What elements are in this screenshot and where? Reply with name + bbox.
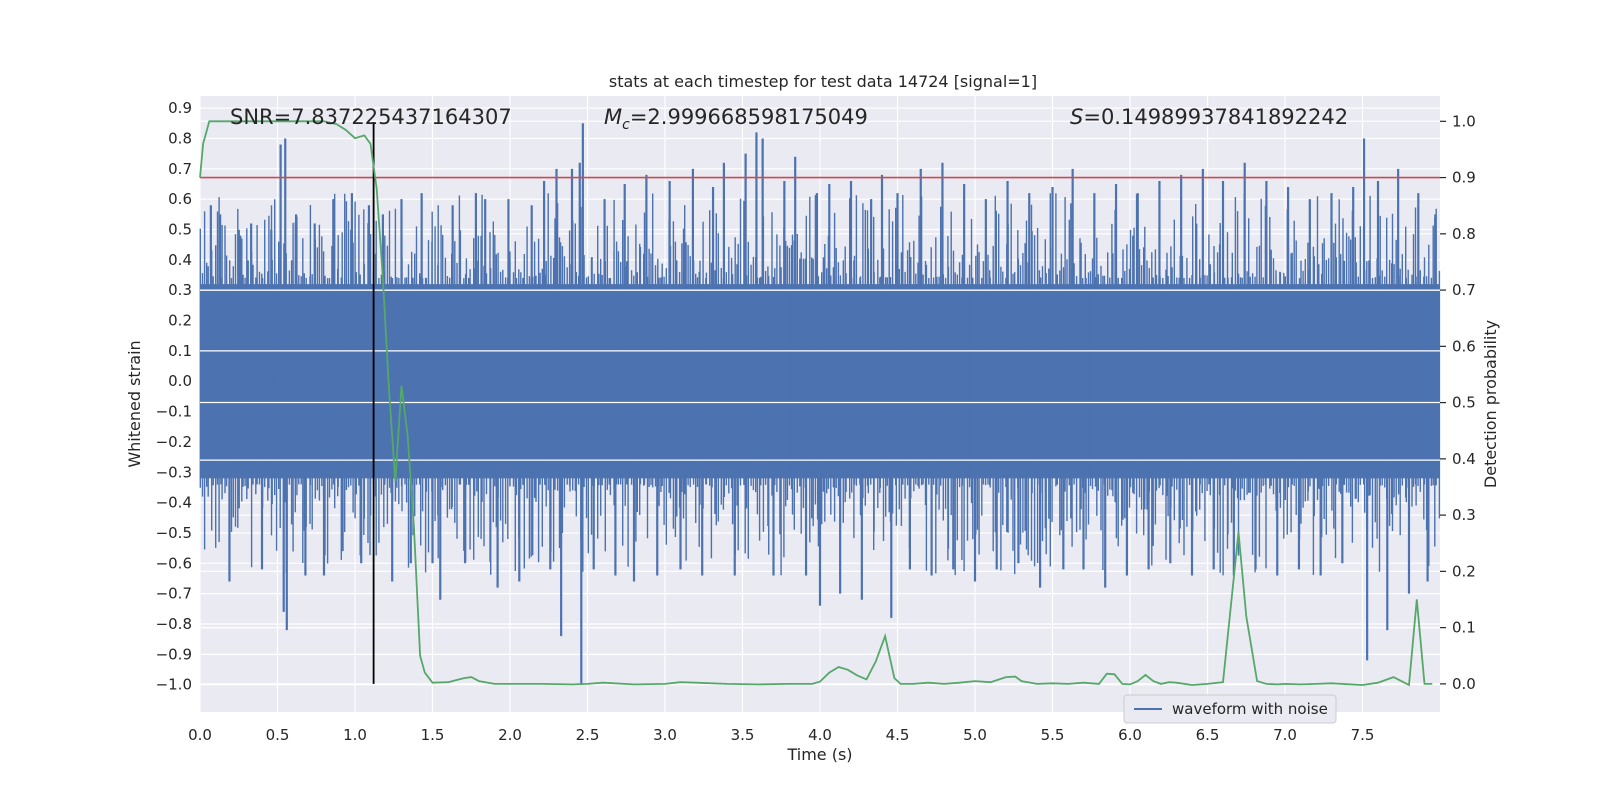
y-tick-label: 0.2 (168, 312, 192, 330)
overlay-lines (199, 120, 1440, 687)
y-tick-label: 0.4 (168, 251, 192, 269)
y-tick-label: 0.3 (168, 281, 192, 299)
x-tick-label: 4.5 (886, 726, 910, 744)
y-tick-label: 0.1 (168, 342, 192, 360)
chirp-mass-value: =2.999668598175049 (630, 105, 868, 129)
x-axis-ticks: 0.0 0.5 1.0 1.5 2.0 2.5 3.0 3.5 4.0 4.5 5.0 5.5 6.0 6… (188, 726, 1374, 744)
y-tick-label: −0.9 (156, 645, 192, 663)
x-tick-label: 3.0 (653, 726, 677, 744)
y-tick-label: 0.0 (168, 372, 192, 390)
x-tick-label: 3.5 (731, 726, 755, 744)
y-tick-label: 0.9 (168, 99, 192, 117)
x-tick-label: 2.0 (498, 726, 522, 744)
x-tick-label: 7.0 (1273, 726, 1297, 744)
y2-tick-label: 0.8 (1452, 225, 1476, 243)
s-value: =0.14989937841892242 (1083, 105, 1348, 129)
x-tick-label: 7.5 (1351, 726, 1375, 744)
y2-tick-label: 1.0 (1452, 112, 1476, 130)
s-symbol: S (1070, 105, 1083, 129)
chirp-mass-annotation: Mc=2.999668598175049 (604, 105, 868, 133)
legend: waveform with noise (1123, 694, 1337, 724)
y2-tick-label: 0.5 (1452, 394, 1476, 412)
y-tick-label: −0.7 (156, 585, 192, 603)
y-tick-label: −1.0 (156, 676, 192, 694)
y-tick-label: 0.8 (168, 129, 192, 147)
y-tick-label: −0.3 (156, 463, 192, 481)
x-tick-label: 2.5 (576, 726, 600, 744)
y2-tick-label: 0.2 (1452, 562, 1476, 580)
y-tick-label: −0.5 (156, 524, 192, 542)
y-tick-label: −0.2 (156, 433, 192, 451)
x-tick-label: 0.0 (188, 726, 212, 744)
legend-box (1123, 694, 1337, 724)
y2-tick-label: 0.0 (1452, 675, 1476, 693)
probability-line (199, 120, 1433, 687)
y-tick-label: −0.4 (156, 494, 192, 512)
x-tick-label: 0.5 (266, 726, 290, 744)
y-tick-label: 0.7 (168, 160, 192, 178)
x-tick-label: 5.5 (1041, 726, 1065, 744)
y-axis-label: Whitened strain (125, 340, 144, 467)
x-tick-label: 4.0 (808, 726, 832, 744)
y2-axis-ticks: 1.0 0.9 0.8 0.7 0.6 0.5 0.4 0.3 0.2 0.1 0.0 (1440, 112, 1476, 693)
x-tick-label: 6.0 (1118, 726, 1142, 744)
x-tick-label: 5.0 (963, 726, 987, 744)
x-axis-label: Time (s) (786, 745, 852, 764)
x-tick-label: 1.5 (421, 726, 445, 744)
y-tick-label: −0.6 (156, 554, 192, 572)
s-annotation: S=0.14989937841892242 (1070, 105, 1348, 129)
legend-label: waveform with noise (1172, 700, 1328, 718)
x-tick-label: 1.0 (343, 726, 367, 744)
snr-annotation: SNR=7.837225437164307 (230, 105, 512, 129)
y-tick-label: −0.8 (156, 615, 192, 633)
y-tick-label: 0.5 (168, 221, 192, 239)
y-axis-ticks: 0.9 0.8 0.7 0.6 0.5 0.4 0.3 0.2 0.1 0.0 −0.1 −0.2 −0… (156, 99, 192, 694)
y-tick-label: 0.6 (168, 190, 192, 208)
y2-tick-label: 0.7 (1452, 281, 1476, 299)
waveform-noise (199, 193, 1441, 576)
y-tick-label: −0.1 (156, 403, 192, 421)
chart-title: stats at each timestep for test data 147… (609, 72, 1037, 91)
y2-tick-label: 0.3 (1452, 506, 1476, 524)
y2-tick-label: 0.1 (1452, 619, 1476, 637)
y2-tick-label: 0.6 (1452, 337, 1476, 355)
chirp-mass-symbol: M (604, 105, 622, 129)
y2-tick-label: 0.9 (1452, 169, 1476, 187)
x-tick-label: 6.5 (1196, 726, 1220, 744)
waveform-series (199, 123, 1441, 685)
y2-axis-label: Detection probability (1481, 320, 1500, 488)
y2-tick-label: 0.4 (1452, 450, 1476, 468)
chirp-mass-subscript: c (622, 117, 630, 133)
